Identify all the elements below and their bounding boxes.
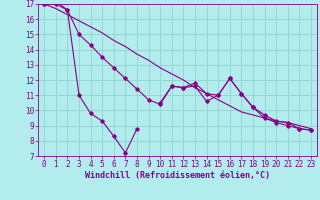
X-axis label: Windchill (Refroidissement éolien,°C): Windchill (Refroidissement éolien,°C)	[85, 171, 270, 180]
